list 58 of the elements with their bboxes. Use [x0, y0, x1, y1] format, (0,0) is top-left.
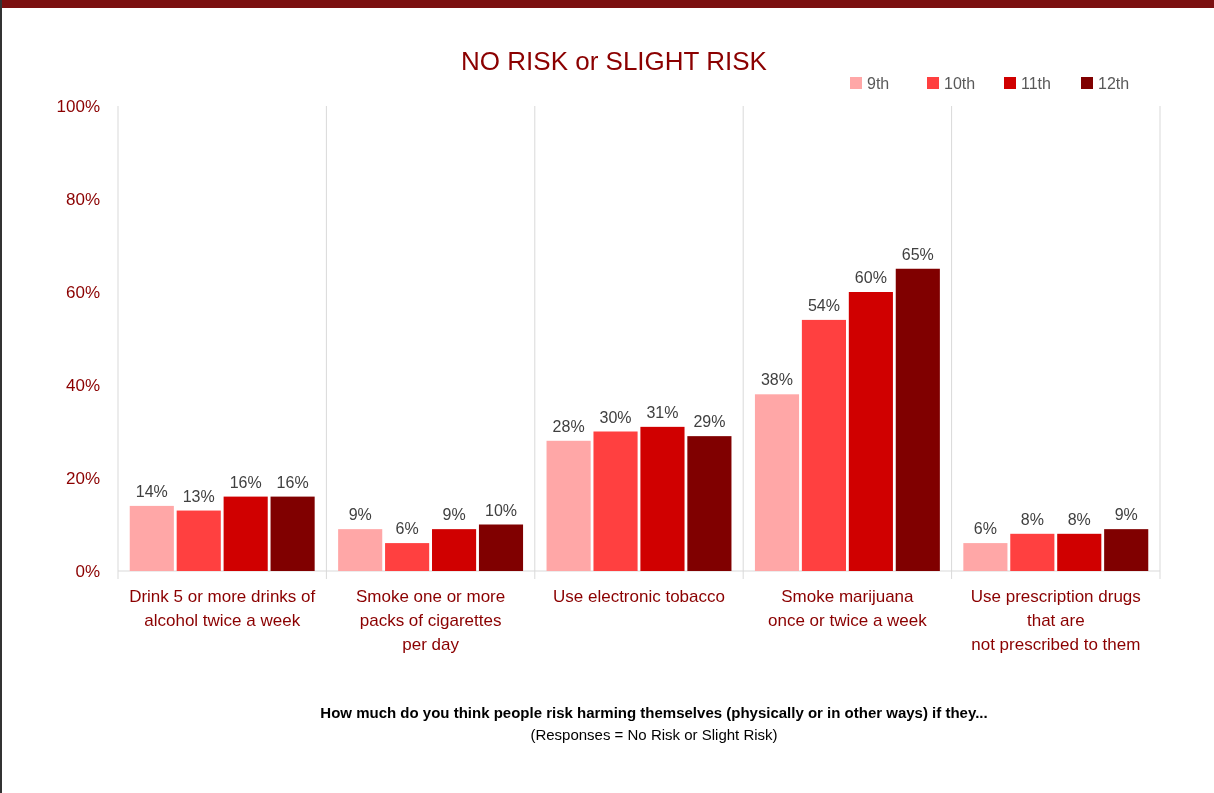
legend-label: 12th	[1098, 75, 1130, 92]
x-tick-label: Use electronic tobacco	[553, 587, 725, 606]
x-tick-label: Drink 5 or more drinks of alcohol twice a week	[129, 587, 316, 630]
bar	[223, 496, 268, 571]
data-label: 9%	[348, 506, 372, 524]
x-axis-title: How much do you think people risk harming themselves (physically or in other ways) if they...	[320, 704, 988, 721]
y-tick-label: 0%	[75, 562, 100, 581]
bar	[1010, 533, 1055, 571]
text: (Responses = No Risk or Slight Risk)	[530, 726, 778, 743]
data-label: 6%	[395, 520, 419, 538]
data-label: 8%	[1020, 510, 1044, 528]
x-tick-label: Smoke marijuana once or twice a week	[768, 587, 928, 630]
data-label: 9%	[442, 506, 466, 524]
data-label: 38%	[760, 371, 794, 389]
data-label: 30%	[599, 408, 632, 426]
data-label: 16%	[229, 473, 262, 491]
bar	[270, 496, 315, 571]
data-label: 29%	[693, 413, 726, 431]
data-label: 8%	[1067, 510, 1091, 528]
y-tick-label: 20%	[65, 469, 100, 488]
data-label: 14%	[135, 482, 168, 500]
legend-label: 10th	[944, 75, 976, 92]
data-label: 10%	[484, 501, 518, 519]
y-tick-label: 40%	[65, 376, 100, 395]
x-tick-label: Use prescription drugs that are not prescribed to them	[970, 587, 1141, 654]
data-label: 13%	[182, 487, 215, 505]
y-tick-label: 80%	[65, 190, 100, 209]
bar	[895, 268, 940, 571]
bar	[385, 543, 430, 571]
data-label: 6%	[973, 520, 997, 538]
bar	[176, 510, 221, 571]
bar	[963, 543, 1008, 571]
data-label: 9%	[1114, 506, 1138, 524]
data-label: 16%	[276, 473, 309, 491]
legend-label: 11th	[1021, 75, 1051, 92]
data-label: 60%	[854, 269, 887, 286]
bar	[1104, 529, 1149, 571]
data-label: 31%	[646, 403, 679, 421]
bar	[1057, 533, 1102, 571]
y-tick-label: 60%	[65, 283, 100, 302]
bar	[432, 529, 477, 571]
bar	[801, 319, 846, 571]
x-tick-label: Smoke one or more packs of cigarettes per day	[355, 587, 506, 654]
legend-label: 9th	[867, 75, 890, 92]
bar	[546, 440, 591, 571]
data-label: 54%	[807, 296, 840, 314]
bar	[478, 524, 524, 571]
bar	[640, 426, 685, 571]
data-label: 65%	[901, 245, 934, 263]
bar	[593, 431, 638, 571]
data-label: 28%	[552, 417, 585, 435]
bar	[338, 529, 383, 571]
bar	[687, 436, 732, 571]
chart-title: NO RISK or SLIGHT RISK	[461, 46, 768, 76]
bar	[848, 292, 893, 571]
bar	[129, 505, 174, 571]
y-tick-label: 100%	[56, 97, 100, 116]
bar	[754, 394, 800, 571]
